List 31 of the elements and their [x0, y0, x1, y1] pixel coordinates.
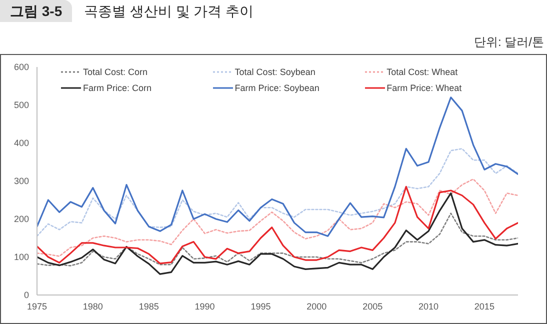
x-tick-label: 1990: [194, 301, 215, 312]
y-tick-label: 300: [14, 176, 29, 186]
text: 단위: 달러/톤: [474, 34, 544, 51]
legend-label: Farm Price: Corn: [83, 83, 152, 93]
x-tick-label: 2000: [306, 301, 327, 312]
y-tick-label: 0: [24, 290, 29, 300]
line-series: [37, 96, 518, 237]
y-tick-label: 600: [14, 62, 29, 72]
x-tick-label: 1985: [138, 301, 159, 312]
legend-label: Farm Price: Wheat: [386, 83, 462, 93]
y-tick-label: 100: [14, 252, 29, 262]
line-series: [37, 178, 518, 257]
legend-label: Total Cost: Soybean: [234, 67, 316, 77]
line-series: [37, 192, 518, 275]
x-tick-label: 2005: [362, 301, 383, 312]
x-tick-label: 1995: [250, 301, 271, 312]
y-tick-label: 400: [14, 138, 29, 148]
legend-label: Total Cost: Corn: [83, 67, 148, 77]
y-tick-label: 500: [14, 100, 29, 110]
chart-title: 곡종별 생산비 및 가격 추이: [84, 2, 254, 21]
x-tick-label: 1980: [82, 301, 103, 312]
legend-label: Total Cost: Wheat: [386, 67, 458, 77]
y-tick-label: 200: [14, 214, 29, 224]
x-tick-label: 2015: [474, 301, 494, 312]
line-series: [37, 148, 518, 237]
line-series: [37, 186, 518, 264]
x-tick-label: 1975: [26, 301, 48, 312]
x-tick-label: 2010: [418, 301, 439, 312]
line-series: [37, 212, 518, 266]
caption: 그림 3-5: [0, 0, 72, 22]
legend-label: Farm Price: Soybean: [234, 83, 320, 93]
